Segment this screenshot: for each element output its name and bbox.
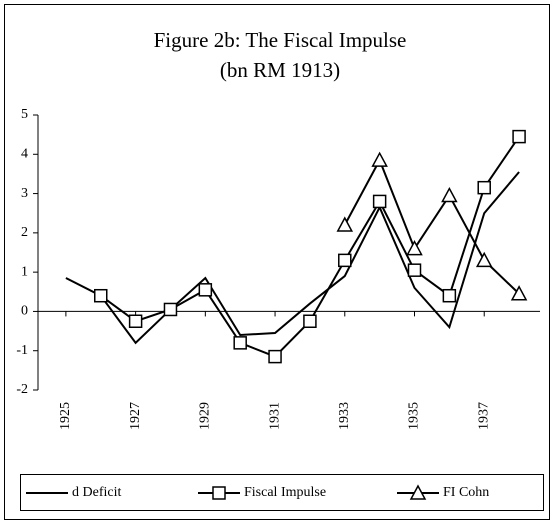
x-tick-label: 1935 (407, 402, 422, 430)
x-tick-label: 1925 (58, 402, 73, 430)
triangle-marker (441, 186, 458, 203)
square-marker (198, 283, 213, 297)
y-tick-label: 4 (21, 147, 28, 162)
legend-label: Fiscal Impulse (244, 485, 326, 500)
legend-marker (409, 484, 427, 500)
y-tick-label: 3 (21, 186, 28, 201)
square-marker (163, 302, 178, 317)
chart-subtitle: (bn RM 1913) (220, 58, 340, 82)
x-tick-label: 1933 (337, 402, 352, 430)
square-marker (128, 314, 143, 328)
chart-border (4, 4, 550, 520)
square-marker (512, 129, 526, 144)
square-marker (477, 180, 491, 195)
square-marker (407, 263, 422, 277)
triangle-marker (475, 251, 493, 268)
chart-title: Figure 2b: The Fiscal Impulse (154, 28, 407, 52)
y-tick-label: 0 (21, 304, 28, 319)
series-line (65, 171, 520, 345)
legend-marker (212, 486, 226, 500)
x-tick-label: 1927 (128, 402, 143, 430)
y-tick-label: 5 (21, 107, 28, 122)
triangle-marker (371, 151, 388, 167)
y-tick-label: -1 (16, 343, 28, 358)
triangle-marker (336, 216, 354, 232)
x-tick-label: 1931 (267, 402, 282, 430)
legend-label: d Deficit (72, 485, 121, 500)
square-marker (94, 288, 108, 303)
legend-label: FI Cohn (443, 485, 489, 500)
y-tick-label: 1 (21, 264, 28, 279)
x-tick-label: 1929 (198, 402, 213, 430)
square-marker (338, 253, 352, 268)
x-tick-label: 1937 (476, 402, 491, 430)
square-marker (442, 288, 457, 303)
y-tick-label: 2 (21, 225, 28, 240)
square-marker (233, 336, 247, 350)
triangle-marker (406, 239, 423, 256)
triangle-marker (510, 285, 528, 301)
square-marker (372, 194, 387, 209)
y-tick-label: -2 (16, 382, 28, 397)
square-marker (268, 349, 282, 364)
legend-box (20, 474, 544, 511)
square-marker (303, 314, 317, 328)
